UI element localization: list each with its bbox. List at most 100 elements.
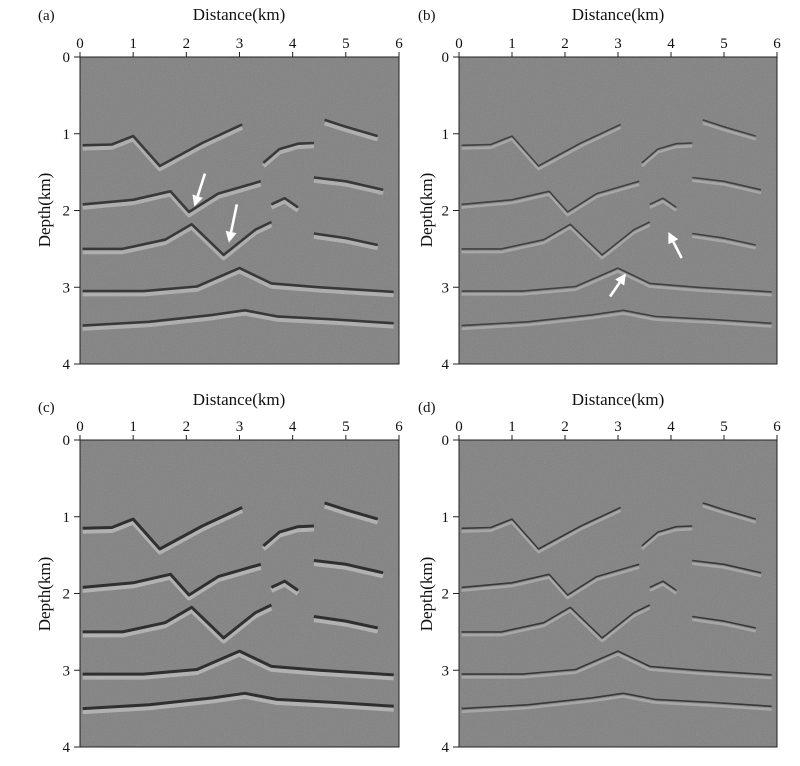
reflector-halo <box>323 503 379 525</box>
x-tick-label: 0 <box>76 419 84 435</box>
reflector-halo <box>313 178 384 196</box>
ticks-group: 0 1 2 3 4 5 6 0 1 2 3 4 <box>442 36 782 373</box>
reflector <box>461 604 651 639</box>
reflector-halo <box>692 235 757 250</box>
reflector <box>82 180 262 214</box>
ticks-group: 0 1 2 3 4 5 6 0 1 2 3 4 <box>442 419 782 756</box>
image-noise <box>459 440 777 747</box>
y-tick-label: 2 <box>442 204 450 220</box>
reflector <box>313 232 378 247</box>
reflector-halo <box>82 508 244 555</box>
reflector-halo <box>82 606 273 644</box>
reflector <box>82 123 243 168</box>
x-tick-label: 4 <box>667 36 675 52</box>
y-tick-label: 3 <box>63 280 71 296</box>
ticks-group: 0 1 2 3 4 5 6 0 1 2 3 4 <box>63 419 404 756</box>
reflector <box>641 142 693 164</box>
y-tick-label: 3 <box>63 663 71 679</box>
panel-frame <box>458 439 778 748</box>
reflector <box>692 176 762 191</box>
reflector <box>82 506 243 551</box>
reflector-halo <box>641 527 693 551</box>
y-tick-label: 1 <box>63 127 71 143</box>
x-tick-label: 6 <box>395 36 403 52</box>
reflector <box>692 615 756 629</box>
reflector-halo <box>649 200 678 212</box>
x-tick-label: 1 <box>508 419 516 435</box>
image-noise <box>80 440 399 747</box>
x-tick-label: 1 <box>508 36 516 52</box>
seismic-image <box>459 440 777 747</box>
panel-label: (b) <box>418 8 436 24</box>
reflector-halo <box>461 607 651 643</box>
reflector <box>692 559 762 574</box>
reflector-halo <box>323 121 379 142</box>
reflector <box>313 615 379 630</box>
reflector-halo <box>261 526 315 551</box>
x-axis-title: Distance(km) <box>193 5 286 24</box>
reflector-halo <box>82 125 244 172</box>
y-tick-label: 2 <box>63 204 71 220</box>
reflector <box>649 580 677 592</box>
reflector <box>461 221 651 256</box>
reflector <box>641 525 693 547</box>
x-tick-label: 1 <box>129 419 137 435</box>
x-tick-label: 6 <box>773 36 781 52</box>
reflector-halo <box>649 583 678 595</box>
reflector <box>82 220 272 257</box>
reflector <box>461 267 772 293</box>
arrow-icon <box>615 273 626 286</box>
image-noise <box>80 57 399 364</box>
panel-d: (d) Distance(km) Depth(km) 0 1 2 3 4 5 6 0 1 2 3 4 <box>417 390 781 756</box>
y-axis-title: Depth(km) <box>35 557 54 632</box>
reflector <box>270 579 299 592</box>
arrow-shaft <box>229 204 239 233</box>
arrow-shaft <box>608 281 621 298</box>
reflector <box>702 119 757 137</box>
y-axis-title: Depth(km) <box>417 557 436 632</box>
reflector-halo <box>82 223 273 261</box>
x-tick-label: 5 <box>720 419 728 435</box>
reflector-halo <box>82 694 394 715</box>
reflector-halo <box>692 562 762 578</box>
x-tick-label: 3 <box>236 36 244 52</box>
seismic-image <box>80 57 399 364</box>
reflector <box>82 649 394 677</box>
reflector <box>461 692 772 710</box>
reflector <box>313 559 384 575</box>
x-tick-label: 3 <box>614 419 622 435</box>
reflector <box>461 650 772 676</box>
seismic-image <box>80 440 399 747</box>
reflector-halo <box>641 144 693 168</box>
reflectors <box>82 501 394 715</box>
reflector-halo <box>82 269 394 298</box>
y-tick-label: 4 <box>63 740 71 756</box>
reflector <box>262 524 314 548</box>
x-tick-label: 3 <box>236 419 244 435</box>
arrow-shaft <box>672 241 683 259</box>
reflector <box>461 563 640 596</box>
y-axis-title: Depth(km) <box>35 173 54 248</box>
arrows <box>608 231 683 298</box>
reflector-halo <box>461 224 651 260</box>
reflector-halo <box>461 695 772 714</box>
reflector-halo <box>692 179 762 195</box>
y-tick-label: 0 <box>63 433 71 449</box>
reflector-halo <box>270 582 300 596</box>
y-tick-label: 0 <box>442 50 450 66</box>
reflector <box>82 691 394 711</box>
reflector-halo <box>262 144 314 168</box>
panel-label: (c) <box>38 400 55 416</box>
x-tick-label: 0 <box>455 36 463 52</box>
reflectors <box>82 118 394 331</box>
panel-a: (a) Distance(km) Depth(km) 0 1 2 3 4 5 6 0 1 2 3 4 <box>35 5 403 373</box>
reflector-halo <box>82 311 394 331</box>
x-tick-label: 2 <box>183 419 191 435</box>
panel-b: (b) Distance(km) Depth(km) 0 1 2 3 4 5 6 0 1 2 3 4 <box>417 5 781 373</box>
panel-frame <box>79 56 400 365</box>
reflector <box>82 309 394 327</box>
reflector-halo <box>82 565 262 601</box>
arrow-icon <box>668 231 679 245</box>
x-tick-label: 5 <box>720 36 728 52</box>
reflector-halo <box>461 509 622 554</box>
